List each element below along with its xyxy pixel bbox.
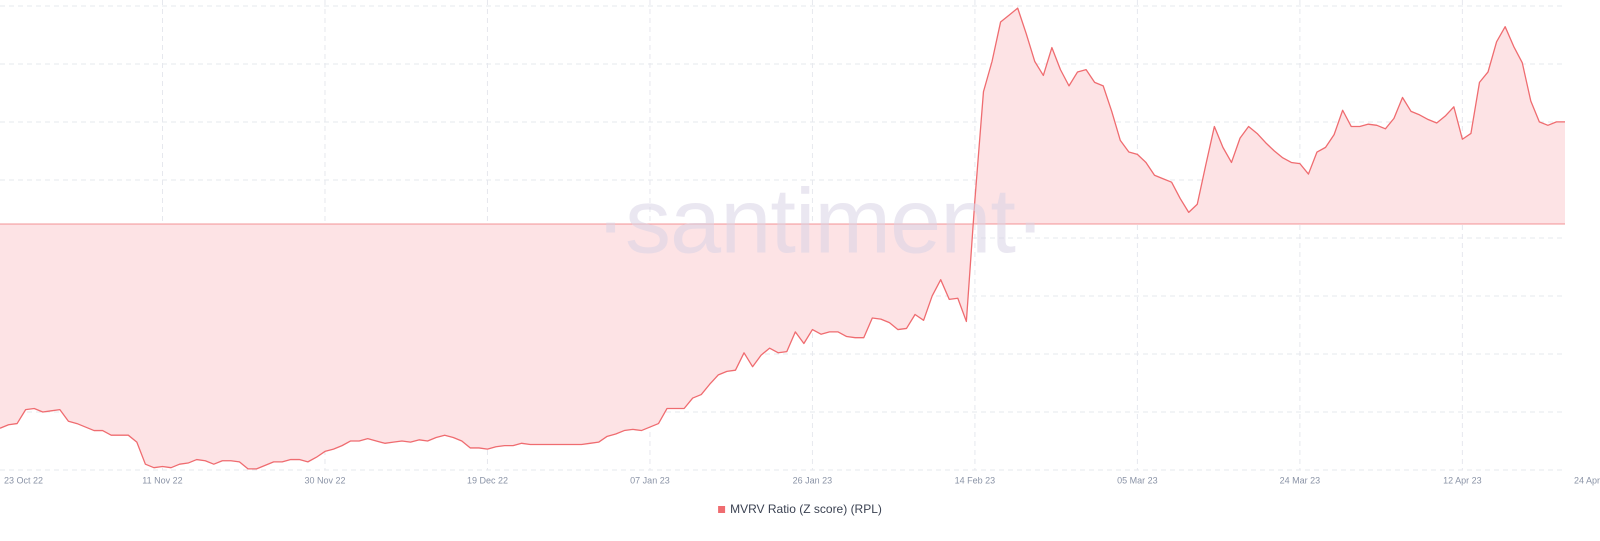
- x-tick-label: 11 Nov 22: [142, 475, 182, 485]
- area: [0, 8, 1565, 469]
- x-tick-label: 30 Nov 22: [304, 475, 345, 485]
- line: [0, 7, 1565, 470]
- x-tick-label: 23 Oct 22: [4, 475, 43, 485]
- x-tick-label: 12 Apr 23: [1443, 475, 1482, 485]
- x-tick-label: 19 Dec 22: [467, 475, 508, 485]
- x-tick-label: 07 Jan 23: [630, 475, 670, 485]
- legend-swatch: [718, 506, 726, 513]
- plot: 23 Oct 22 11 Nov 22 30 Nov 22 19 Dec 22 07 J…: [0, 0, 1600, 485]
- watermark: ·santiment·: [595, 170, 1044, 272]
- x-tick-label: 26 Jan 23: [793, 475, 833, 485]
- x-tick-label: 24 Mar 23: [1280, 475, 1321, 485]
- legend-label: MVRV Ratio (Z score) (RPL): [730, 502, 882, 516]
- x-tick-label: 24 Apr: [1574, 475, 1600, 485]
- legend: MVRV Ratio (Z score) (RPL): [718, 502, 882, 516]
- x-tick-label: 14 Feb 23: [955, 475, 996, 485]
- x-tick-label: 05 Mar 23: [1117, 475, 1158, 485]
